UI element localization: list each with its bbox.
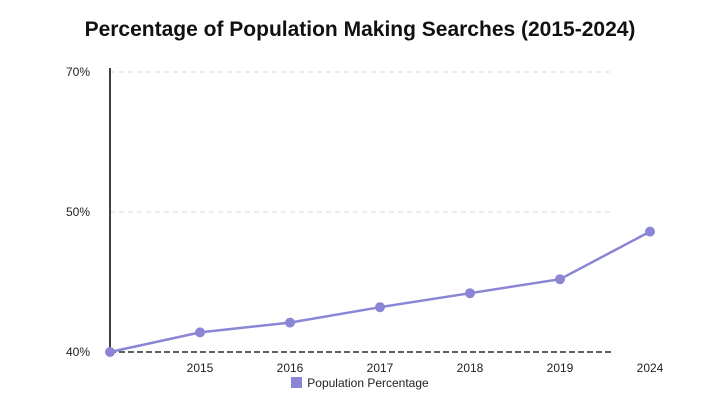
x-tick-label: 2017 xyxy=(367,361,394,375)
x-tick-label: 2018 xyxy=(457,361,484,375)
x-tick-label: 2016 xyxy=(277,361,304,375)
y-tick-label: 50% xyxy=(66,205,90,219)
legend: Population Percentage xyxy=(0,376,720,390)
series-line xyxy=(109,230,651,354)
data-point xyxy=(645,226,655,237)
data-point xyxy=(105,347,115,357)
data-point xyxy=(195,327,205,338)
data-point xyxy=(285,317,295,328)
data-point xyxy=(375,302,385,313)
x-tick-label: 2015 xyxy=(187,361,214,375)
chart-title: Percentage of Population Making Searches… xyxy=(84,18,636,41)
y-tick-label: 40% xyxy=(66,345,90,359)
legend-swatch xyxy=(291,377,303,388)
y-tick-label: 70% xyxy=(66,65,90,79)
legend-label: Population Percentage xyxy=(307,376,429,390)
data-point xyxy=(465,288,475,299)
x-tick-label: 2024 xyxy=(637,361,664,375)
data-point xyxy=(555,274,565,285)
x-tick-label: 2019 xyxy=(547,361,574,375)
